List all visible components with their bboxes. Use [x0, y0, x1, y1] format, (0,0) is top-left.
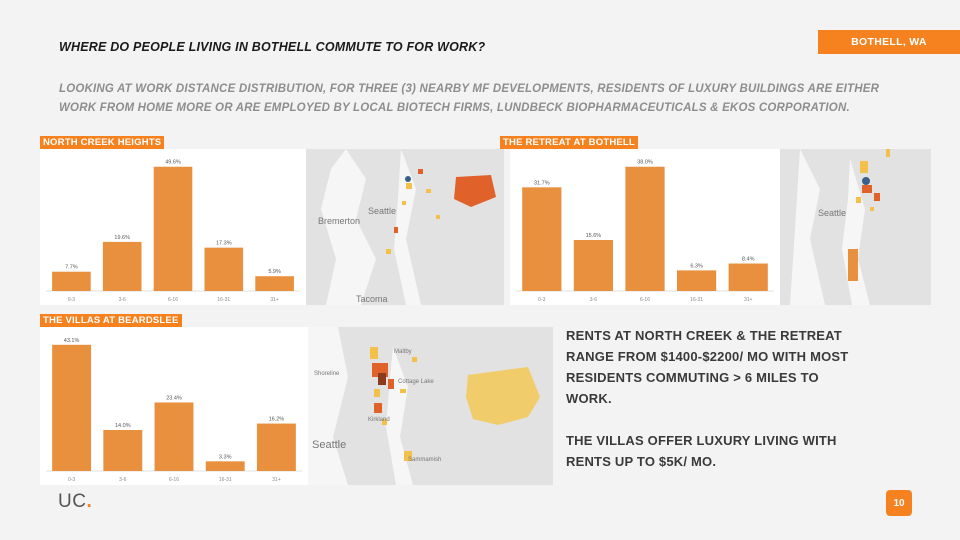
- map-graphic: [780, 149, 931, 305]
- x-tick-label: 31+: [270, 297, 279, 303]
- x-tick-label: 0-3: [538, 297, 545, 303]
- logo-dot: .: [86, 491, 93, 512]
- map-label-sammamish: Sammamish: [408, 457, 442, 463]
- rents-paragraph-1: RENTS AT NORTH CREEK & THE RETREAT RANGE…: [566, 328, 849, 406]
- bar-31+: [256, 423, 296, 471]
- map-label-seattle: Seattle: [818, 208, 847, 218]
- bar-16-31: [676, 270, 717, 291]
- bar-3-6: [103, 430, 143, 471]
- data-label: 23.4%: [166, 395, 182, 401]
- chart-panel-retreat: 31.7% 0-3 15.6% 3-6 38.0% 6-16 6.3% 16-31 8.4% 31…: [510, 149, 780, 305]
- bar-chart-villas: 43.1% 0-3 14.0% 3-6 23.4% 6-16 3.3% 16-31 16.2% 3…: [46, 338, 302, 483]
- map-label-bremerton: Bremerton: [318, 216, 361, 226]
- chart-panel-villas: 43.1% 0-3 14.0% 3-6 23.4% 6-16 3.3% 16-31 16.2% 3…: [40, 327, 308, 485]
- map-label-seattle: Seattle: [368, 206, 397, 216]
- bar-16-31: [205, 461, 245, 471]
- data-label: 19.6%: [114, 235, 130, 241]
- x-tick-label: 31+: [272, 477, 281, 483]
- data-label: 49.6%: [165, 160, 181, 166]
- data-label: 8.4%: [742, 257, 755, 263]
- x-tick-label: 3-6: [119, 477, 126, 483]
- logo-text: UC: [58, 491, 87, 512]
- x-tick-label: 31+: [744, 297, 753, 303]
- x-tick-label: 6-16: [168, 297, 178, 303]
- x-tick-label: 16-31: [690, 297, 703, 303]
- map-label-maltby: Maltby: [394, 349, 412, 355]
- rents-paragraph-2: THE VILLAS OFFER LUXURY LIVING WITH RENT…: [566, 433, 837, 469]
- location-badge: BOTHELL, WA: [818, 30, 960, 54]
- x-tick-label: 3-6: [590, 297, 597, 303]
- bar-chart-retreat: 31.7% 0-3 15.6% 3-6 38.0% 6-16 6.3% 16-31 8.4% 31…: [516, 160, 774, 303]
- map-label-shoreline: Shoreline: [314, 371, 340, 377]
- data-label: 6.3%: [690, 263, 703, 269]
- chart-title-villas: THE VILLAS AT BEARDSLEE: [40, 314, 182, 327]
- bar-0-3: [52, 271, 91, 291]
- data-label: 7.7%: [65, 265, 78, 271]
- bar-3-6: [573, 239, 614, 291]
- data-label: 5.9%: [268, 269, 281, 275]
- bar-16-31: [204, 247, 244, 291]
- map-north-creek: Seattle Bremerton Tacoma: [306, 149, 504, 305]
- x-tick-label: 3-6: [119, 297, 126, 303]
- company-logo: UC.: [58, 491, 92, 513]
- x-tick-label: 16-31: [219, 477, 232, 483]
- rents-summary: RENTS AT NORTH CREEK & THE RETREAT RANGE…: [566, 325, 866, 493]
- map-label-cottage-lake: Cottage Lake: [398, 379, 434, 385]
- data-label: 14.0%: [115, 423, 131, 429]
- chart-title-north-creek: NORTH CREEK HEIGHTS: [40, 136, 165, 149]
- bar-6-16: [625, 166, 665, 291]
- page-title: WHERE DO PEOPLE LIVING IN BOTHELL COMMUT…: [59, 40, 486, 54]
- bar-0-3: [52, 344, 92, 471]
- x-tick-label: 16-31: [217, 297, 230, 303]
- x-tick-label: 6-16: [640, 297, 650, 303]
- bar-0-3: [522, 187, 562, 291]
- map-label-tacoma: Tacoma: [356, 294, 388, 304]
- bar-6-16: [153, 166, 193, 291]
- bar-6-16: [154, 402, 194, 471]
- chart-title-retreat: THE RETREAT AT BOTHELL: [500, 136, 638, 149]
- bar-chart-north-creek: 7.7% 0-3 19.6% 3-6 49.6% 6-16 17.3% 16-31 5.9% 31…: [46, 160, 300, 303]
- data-label: 16.2%: [269, 417, 285, 423]
- data-label: 38.0%: [637, 160, 653, 166]
- map-retreat: Seattle: [780, 149, 931, 305]
- x-tick-label: 0-3: [68, 297, 75, 303]
- chart-panel-north-creek: 7.7% 0-3 19.6% 3-6 49.6% 6-16 17.3% 16-31 5.9% 31…: [40, 149, 306, 305]
- map-graphic: [306, 149, 504, 305]
- data-label: 43.1%: [64, 338, 80, 344]
- x-tick-label: 0-3: [68, 477, 75, 483]
- map-label-kirkland: Kirkland: [368, 417, 390, 423]
- bar-31+: [728, 263, 768, 291]
- data-label: 15.6%: [586, 233, 602, 239]
- bar-31+: [255, 276, 294, 291]
- map-villas: Seattle Shoreline Cottage Lake Sammamish…: [308, 327, 553, 485]
- x-tick-label: 6-16: [169, 477, 179, 483]
- page-subtitle: LOOKING AT WORK DISTANCE DISTRIBUTION, F…: [59, 83, 880, 114]
- data-label: 3.3%: [219, 454, 232, 460]
- bar-3-6: [102, 241, 142, 291]
- map-graphic: [308, 327, 553, 485]
- map-label-seattle: Seattle: [312, 439, 347, 451]
- data-label: 31.7%: [534, 180, 550, 186]
- data-label: 17.3%: [216, 241, 232, 247]
- page-number: 10: [886, 490, 912, 516]
